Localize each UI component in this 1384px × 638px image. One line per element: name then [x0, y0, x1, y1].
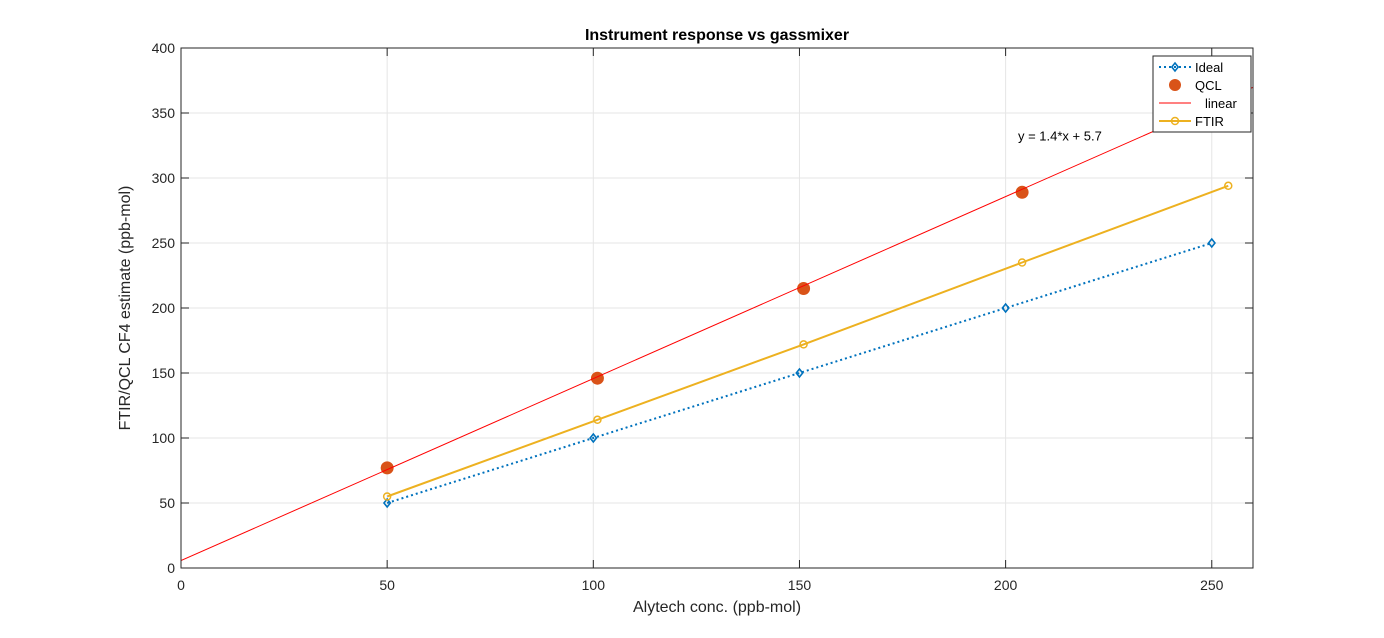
- series-layer: [181, 86, 1253, 562]
- annotations: y = 1.4*x + 5.7: [1018, 128, 1102, 143]
- ideal-point: [382, 497, 392, 509]
- ftir-point: [1224, 181, 1233, 191]
- y-tick-label: 300: [152, 170, 176, 186]
- legend-label: QCL: [1195, 78, 1222, 93]
- y-tick-label: 150: [152, 365, 176, 381]
- series-linear: [181, 86, 1253, 562]
- x-tick-label: 100: [582, 577, 606, 593]
- ftir-point: [1017, 258, 1027, 267]
- legend-label: linear: [1205, 96, 1237, 111]
- qcl-point: [1015, 185, 1029, 199]
- x-tick-label: 200: [994, 577, 1018, 593]
- legend: Ideal QCL linear FTIR: [1152, 55, 1252, 133]
- legend-marker-ftir: [1170, 116, 1180, 126]
- ideal-point: [795, 367, 804, 379]
- y-tick-label: 200: [152, 300, 176, 316]
- ideal-point: [589, 432, 598, 444]
- legend-marker-qcl: [1169, 79, 1181, 91]
- y-tick-label: 50: [159, 495, 175, 511]
- ftir-point: [382, 492, 392, 501]
- x-tick-label: 150: [788, 577, 812, 593]
- ideal-line: [386, 242, 1213, 504]
- x-tick-label: 250: [1200, 577, 1224, 593]
- y-tick-label: 350: [152, 105, 176, 121]
- legend-label: FTIR: [1195, 114, 1224, 129]
- axis-ticks: 0 50 100 150 200 250 0 50 100 150 200 250 300 350 400: [152, 40, 1253, 593]
- x-tick-label: 50: [379, 577, 395, 593]
- chart-title: Instrument response vs gassmixer: [585, 27, 849, 44]
- y-tick-label: 100: [152, 430, 176, 446]
- y-tick-label: 250: [152, 235, 176, 251]
- y-tick-label: 0: [167, 560, 175, 576]
- legend-label: Ideal: [1195, 60, 1223, 75]
- series-ftir: [382, 181, 1233, 501]
- series-ideal: [382, 237, 1216, 509]
- legend-box: [1152, 55, 1252, 133]
- x-tick-label: 0: [177, 577, 185, 593]
- y-tick-label: 400: [152, 40, 176, 56]
- legend-marker-ideal: [1170, 61, 1180, 73]
- ftir-point: [799, 340, 808, 349]
- fit-equation-annotation: y = 1.4*x + 5.7: [1018, 128, 1102, 143]
- x-axis-label: Alytech conc. (ppb-mol): [633, 599, 801, 616]
- ftir-point: [593, 415, 602, 425]
- ideal-point: [1001, 302, 1010, 314]
- ftir-line: [386, 184, 1229, 498]
- y-axis-label: FTIR/QCL CF4 estimate (ppb-mol): [117, 186, 134, 431]
- ideal-point: [1207, 237, 1216, 249]
- linear-fit-line: [181, 86, 1253, 562]
